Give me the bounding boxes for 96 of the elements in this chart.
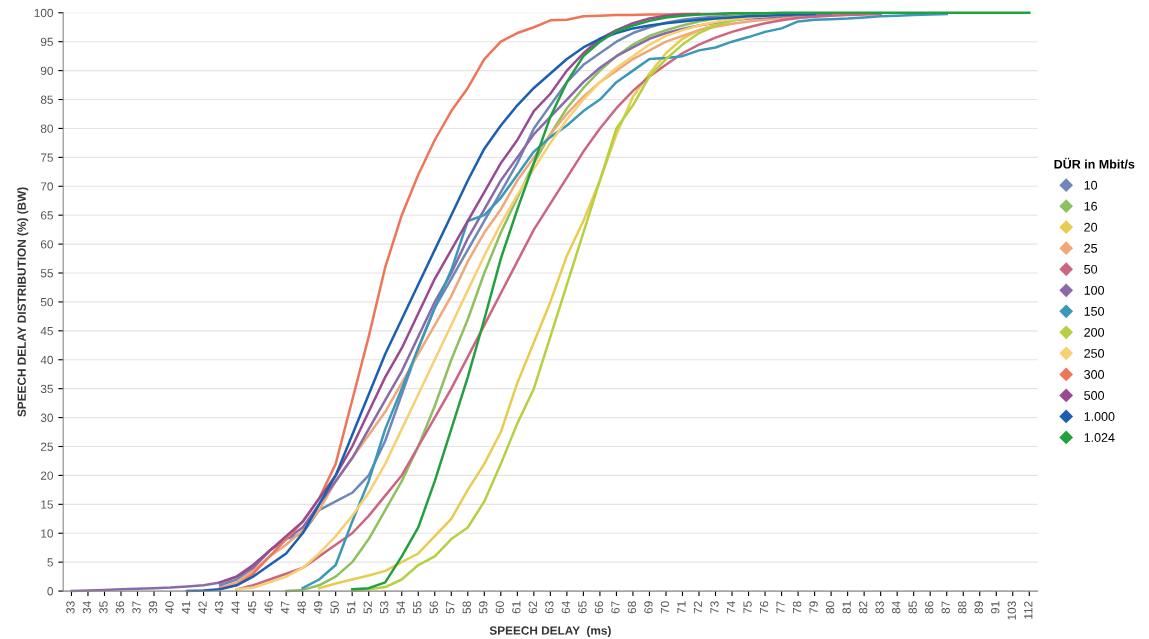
- x-tick-label: 51: [347, 601, 356, 614]
- legend-label: 20: [1084, 222, 1098, 232]
- y-tick-label: 85: [40, 95, 53, 104]
- x-tick-label: 41: [181, 601, 191, 614]
- x-tick-label: 37: [132, 601, 141, 614]
- x-tick-label: 57: [446, 601, 455, 614]
- x-tick-label: 103: [1007, 601, 1016, 620]
- x-tick-label: 47: [281, 601, 290, 614]
- x-tick-label: 65: [578, 601, 587, 614]
- x-tick-label: 56: [429, 601, 438, 614]
- x-tick-label: 66: [594, 601, 604, 614]
- x-tick-label: 55: [413, 601, 422, 614]
- x-tick-label: 60: [495, 601, 504, 614]
- x-tick-label: 78: [792, 601, 802, 614]
- y-tick-label: 10: [41, 529, 54, 538]
- x-tick-label: 80: [825, 601, 835, 614]
- y-tick-label: 100: [34, 8, 54, 18]
- x-tick-label: 64: [561, 601, 571, 614]
- x-tick-label: 45: [248, 601, 257, 614]
- x-tick-label: 42: [198, 601, 207, 614]
- y-tick-label: 55: [40, 269, 53, 278]
- legend-label: 150: [1084, 306, 1105, 316]
- y-tick-label: 90: [40, 66, 54, 75]
- x-tick-label: 54: [396, 601, 405, 614]
- x-tick-label: 68: [627, 601, 637, 614]
- x-tick-label: 59: [479, 601, 488, 614]
- y-tick-label: 5: [47, 558, 53, 567]
- y-tick-label: 95: [40, 37, 53, 47]
- x-tick-label: 69: [644, 601, 653, 614]
- x-tick-label: 61: [512, 601, 521, 614]
- y-tick-label: 45: [40, 327, 53, 336]
- legend-label: 100: [1084, 285, 1105, 295]
- y-tick-label: 65: [40, 211, 53, 220]
- x-tick-label: 46: [264, 601, 273, 614]
- x-tick-label: 40: [165, 601, 174, 614]
- y-axis-title: SPEECH DELAY DISTRIBUTION (%) (BW): [17, 187, 29, 417]
- legend-label: 50: [1084, 264, 1098, 274]
- x-tick-label: 82: [858, 601, 868, 614]
- x-tick-label: 71: [677, 601, 686, 614]
- legend-label: 10: [1084, 180, 1098, 190]
- x-tick-label: 75: [743, 601, 752, 614]
- x-tick-label: 53: [380, 601, 389, 614]
- x-tick-label: 63: [545, 601, 554, 614]
- y-tick-label: 70: [40, 182, 54, 191]
- x-tick-label: 73: [710, 601, 719, 614]
- x-tick-label: 77: [776, 601, 785, 614]
- legend-label: 200: [1084, 327, 1105, 337]
- legend-label: 500: [1084, 391, 1105, 400]
- x-tick-label: 79: [809, 601, 818, 614]
- y-tick-label: 40: [40, 355, 54, 365]
- x-tick-label: 36: [115, 601, 125, 614]
- x-tick-label: 34: [82, 601, 92, 614]
- legend-label: 25: [1084, 243, 1098, 253]
- x-tick-label: 76: [759, 601, 769, 614]
- x-tick-label: 83: [875, 601, 884, 614]
- x-tick-label: 33: [66, 601, 75, 614]
- legend-label: 300: [1084, 370, 1105, 379]
- x-tick-label: 70: [660, 601, 670, 614]
- x-tick-label: 81: [842, 601, 851, 614]
- y-tick-label: 15: [41, 500, 53, 509]
- x-tick-label: 62: [528, 601, 538, 614]
- y-tick-label: 35: [40, 384, 53, 394]
- x-tick-label: 85: [908, 601, 917, 614]
- legend-label: 1.000: [1084, 412, 1115, 421]
- legend-label: 16: [1084, 201, 1098, 211]
- x-tick-label: 35: [99, 601, 108, 614]
- y-tick-label: 20: [40, 471, 54, 480]
- x-tick-label: 112: [1024, 601, 1033, 619]
- x-tick-label: 67: [611, 601, 620, 614]
- y-tick-label: 30: [40, 413, 54, 422]
- legend-label: 250: [1084, 349, 1105, 358]
- x-tick-label: 86: [925, 601, 934, 614]
- y-tick-label: 75: [40, 153, 53, 162]
- x-tick-label: 89: [974, 601, 983, 614]
- x-tick-label: 43: [214, 601, 224, 614]
- x-tick-label: 58: [462, 601, 471, 614]
- x-tick-label: 87: [941, 601, 950, 614]
- x-tick-label: 84: [891, 601, 901, 614]
- x-tick-label: 49: [313, 601, 323, 614]
- y-tick-label: 50: [40, 297, 54, 307]
- x-tick-label: 48: [297, 601, 306, 614]
- legend-label: 1.024: [1084, 433, 1115, 442]
- y-tick-label: 80: [40, 124, 54, 133]
- x-tick-label: 52: [363, 601, 372, 614]
- y-tick-label: 0: [47, 587, 54, 596]
- x-tick-label: 74: [726, 601, 736, 614]
- x-tick-label: 44: [231, 601, 240, 614]
- legend-title: DÜR in Mbit/s: [1054, 157, 1135, 169]
- x-tick-label: 91: [991, 601, 1000, 614]
- x-tick-label: 88: [958, 601, 967, 614]
- x-tick-label: 72: [693, 601, 703, 614]
- y-tick-label: 25: [40, 442, 53, 451]
- x-axis-title: SPEECH DELAY (ms): [489, 626, 611, 638]
- y-tick-label: 60: [40, 240, 54, 249]
- x-tick-label: 50: [330, 601, 339, 614]
- x-tick-label: 39: [148, 601, 158, 614]
